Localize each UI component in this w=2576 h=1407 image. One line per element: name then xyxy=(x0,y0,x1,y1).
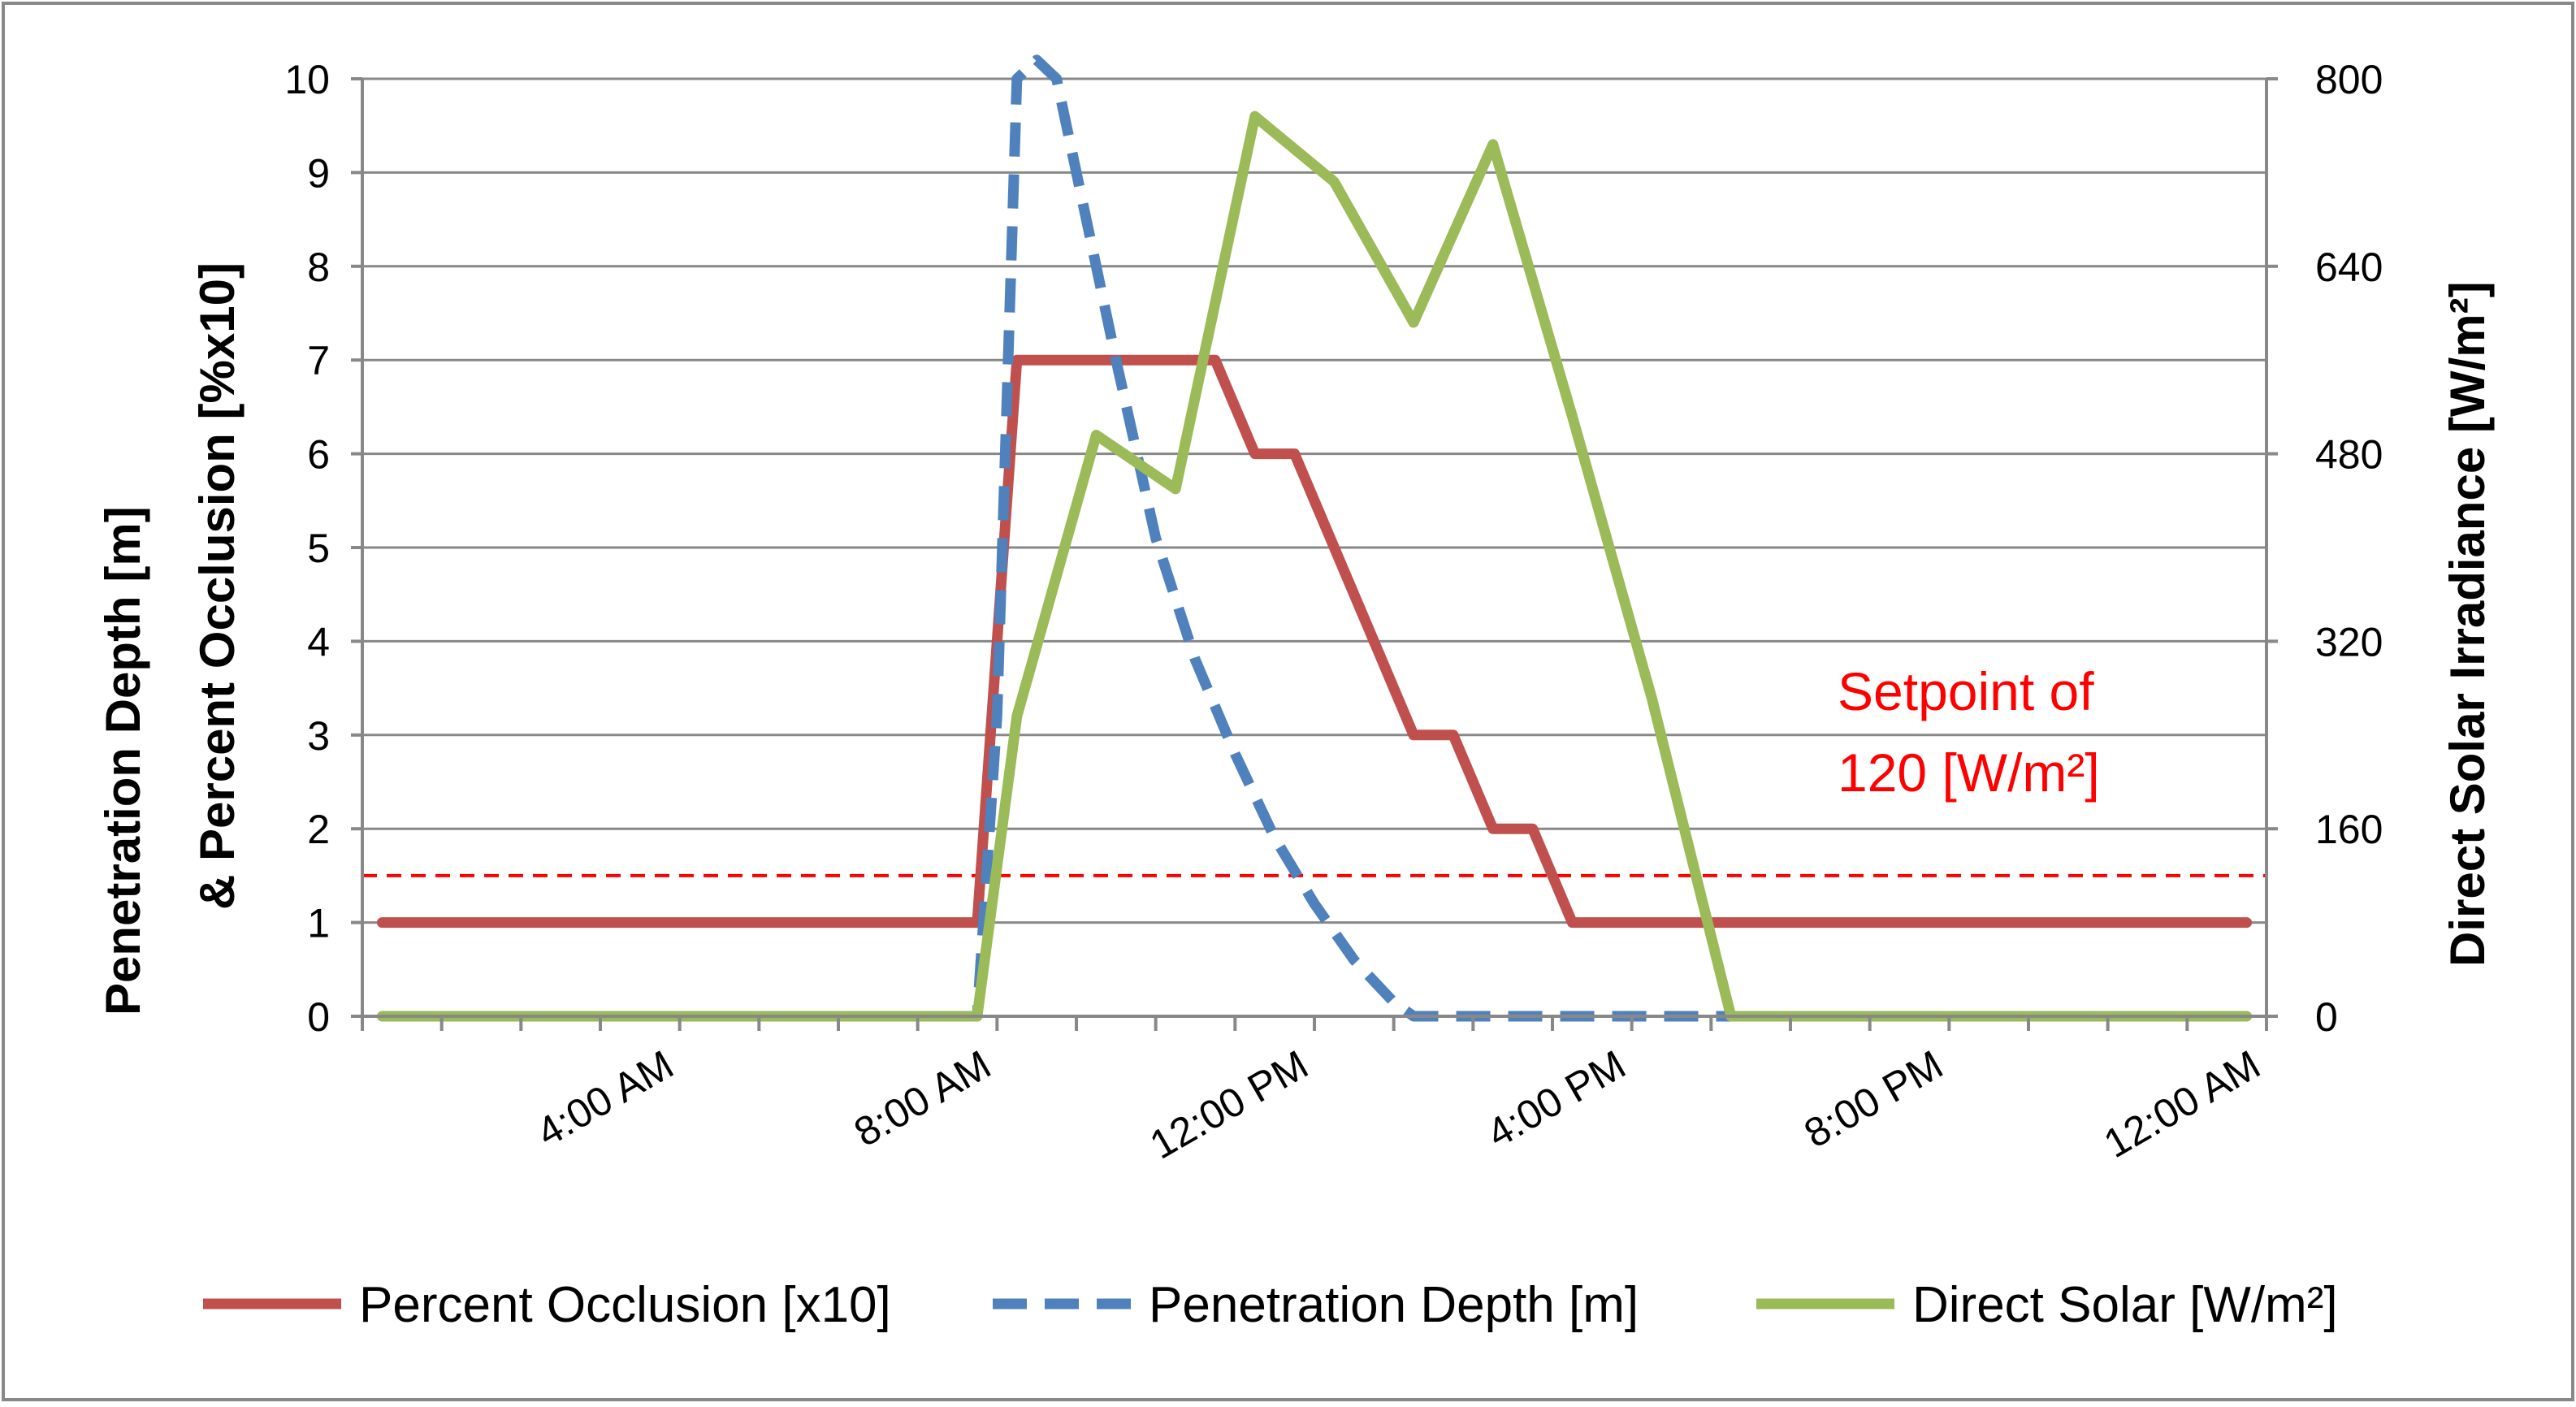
y-right-tick-labels: 0 160 320 480 640 800 xyxy=(2315,57,2383,1040)
legend-item-percent-occlusion: Percent Occlusion [x10] xyxy=(203,1277,891,1333)
y-left-tick-label: 0 xyxy=(307,994,330,1040)
y-right-tick-label: 480 xyxy=(2315,432,2383,478)
y-right-tick-label: 640 xyxy=(2315,245,2383,290)
axes xyxy=(351,77,2278,1031)
series-line-penetration-depth-m xyxy=(382,54,1751,1022)
y-left-tick-label: 6 xyxy=(307,432,330,478)
legend-label-penetration-depth: Penetration Depth [m] xyxy=(1149,1277,1639,1333)
legend-label-percent-occlusion: Percent Occlusion [x10] xyxy=(359,1277,891,1333)
y-right-tick-label: 320 xyxy=(2315,619,2383,665)
setpoint-label-line2: 120 [W/m²] xyxy=(1838,742,2100,803)
legend-label-direct-solar: Direct Solar [W/m²] xyxy=(1912,1277,2338,1333)
y-right-tick-label: 160 xyxy=(2315,807,2383,852)
y-right-tick-label: 0 xyxy=(2315,994,2338,1040)
grid-lines xyxy=(362,77,2266,924)
y-left-tick-labels: 0 1 2 3 4 5 6 7 8 9 10 xyxy=(284,57,330,1040)
y-left-tick-label: 4 xyxy=(307,619,330,665)
setpoint-label-line1: Setpoint of xyxy=(1838,661,2094,721)
y-left-tick-label: 8 xyxy=(307,245,330,290)
y-left-tick-label: 3 xyxy=(307,713,330,759)
legend-item-penetration-depth: Penetration Depth [m] xyxy=(993,1277,1639,1333)
series-line-direct-solar-w-m xyxy=(376,110,2253,1022)
y-left-tick-label: 10 xyxy=(284,57,330,102)
series-lines xyxy=(376,54,2253,1022)
y-left-tick-label: 1 xyxy=(307,901,330,946)
y-left-tick-label: 2 xyxy=(307,807,330,852)
y-left-axis-title-line2: & Percent Occlusion [%x10] xyxy=(190,262,245,910)
y-left-tick-label: 5 xyxy=(307,526,330,571)
legend: Percent Occlusion [x10] Penetration Dept… xyxy=(203,1277,2338,1333)
y-left-tick-label: 7 xyxy=(307,338,330,383)
legend-item-direct-solar: Direct Solar [W/m²] xyxy=(1756,1277,2338,1333)
y-right-tick-label: 800 xyxy=(2315,57,2383,102)
series-line-percent-occlusion-x10 xyxy=(376,354,2253,929)
y-right-axis-title: Direct Solar Irradiance [W/m²] xyxy=(2440,281,2495,967)
y-left-axis-title-line1: Penetration Depth [m] xyxy=(96,506,150,1015)
y-left-tick-label: 9 xyxy=(307,150,330,196)
